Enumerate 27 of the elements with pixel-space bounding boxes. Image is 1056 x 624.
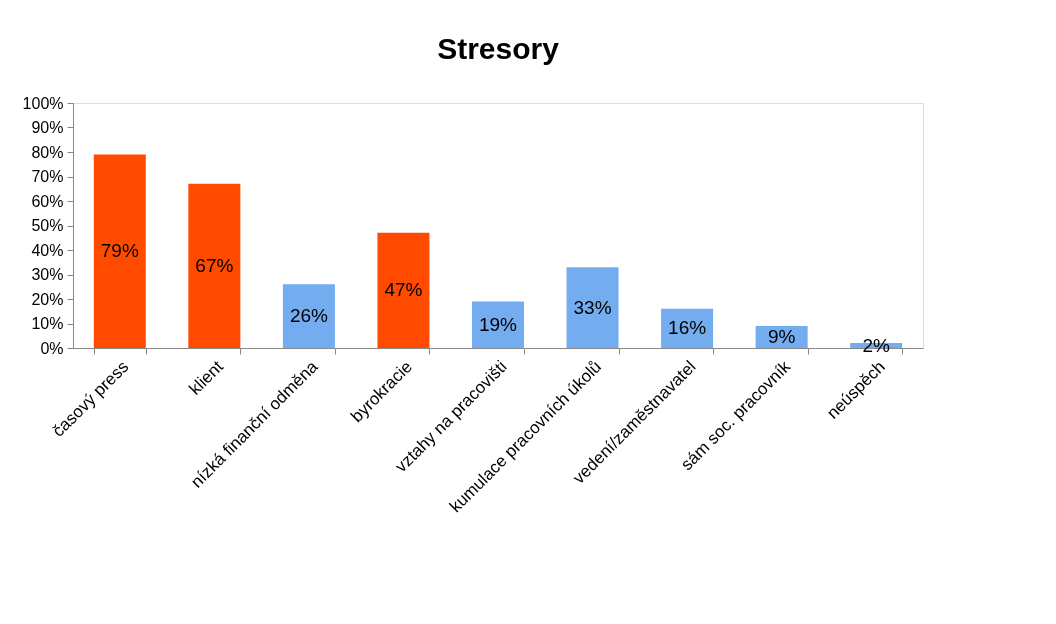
y-tick-label: 20% [31,290,64,308]
y-tick-label: 30% [31,266,64,283]
bar [377,232,430,348]
y-tick-label: 100% [22,94,64,112]
data-label: 67% [195,254,234,276]
y-tick-label: 70% [31,168,64,185]
bar [282,284,335,348]
bar [472,301,524,348]
bar [566,267,619,348]
data-label: 26% [289,305,329,327]
y-tick-label: 90% [31,119,64,136]
data-label: 33% [573,296,612,318]
y-tick-label: 80% [31,143,64,161]
data-label: 79% [100,240,139,262]
data-label: 19% [478,313,518,335]
data-label: 2% [862,334,891,356]
y-tick-label: 50% [31,217,64,234]
y-tick-label: 10% [31,315,64,332]
chart-title: Stresory [437,32,560,65]
bar [188,183,241,348]
data-label: 9% [767,325,796,347]
data-label: 16% [668,317,707,339]
y-tick-label: 40% [31,241,64,259]
bar [93,154,146,348]
y-tick-label: 0% [40,339,64,357]
y-tick-label: 60% [31,192,64,210]
data-label: 47% [384,279,423,301]
